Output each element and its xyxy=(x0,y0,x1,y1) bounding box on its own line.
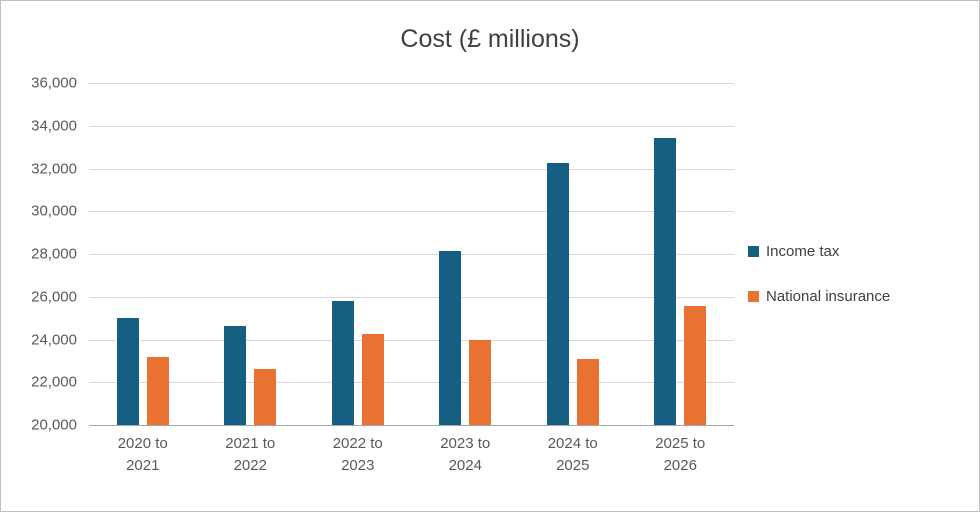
x-tick-label: 2020 to 2021 xyxy=(89,433,197,477)
legend-item-income-tax: Income tax xyxy=(748,243,979,260)
chart-title: Cost (£ millions) xyxy=(400,25,580,53)
x-axis: 2020 to 2021 2021 to 2022 2022 to 2023 2023… xyxy=(89,425,734,477)
legend-label: Income tax xyxy=(766,243,840,260)
legend-marker-icon xyxy=(748,291,759,302)
bar-income-tax xyxy=(224,325,247,425)
y-tick-label: 28,000 xyxy=(31,245,77,263)
gridline xyxy=(89,83,734,84)
x-tick-label: 2023 to 2024 xyxy=(412,433,520,477)
gridline xyxy=(89,125,734,127)
bar-group xyxy=(412,83,520,425)
y-tick-label: 20,000 xyxy=(31,416,77,434)
bar-income-tax xyxy=(116,318,139,425)
bar-group xyxy=(89,83,197,425)
bar-national-insurance xyxy=(684,306,707,425)
plot-column: 2020 to 2021 2021 to 2022 2022 to 2023 2023… xyxy=(89,83,734,477)
gridline xyxy=(89,211,734,213)
x-tick-label: 2021 to 2022 xyxy=(197,433,305,477)
bar-income-tax xyxy=(546,163,569,425)
bar-national-insurance xyxy=(254,369,277,425)
x-tick-label: 2025 to 2026 xyxy=(627,433,735,477)
x-tick-label-text: 2021 to 2022 xyxy=(225,435,276,474)
bar-group xyxy=(519,83,627,425)
chart-body: 36,000 34,000 32,000 30,000 28,000 26,000 24,0… xyxy=(1,75,979,477)
bar-income-tax xyxy=(654,137,677,425)
y-tick-label: 30,000 xyxy=(31,202,77,220)
y-tick-label: 22,000 xyxy=(31,373,77,391)
x-tick-label: 2022 to 2023 xyxy=(304,433,412,477)
legend: Income tax National insurance xyxy=(734,83,979,425)
gridline xyxy=(89,382,734,384)
bar-group xyxy=(627,83,735,425)
y-tick-label: 26,000 xyxy=(31,288,77,306)
x-tick-label: 2024 to 2025 xyxy=(519,433,627,477)
gridline xyxy=(89,254,734,255)
gridline xyxy=(89,296,734,298)
bars-layer xyxy=(89,83,734,425)
legend-marker-icon xyxy=(748,246,759,257)
bar-national-insurance xyxy=(361,334,384,425)
y-tick-label: 36,000 xyxy=(31,74,77,92)
bar-group xyxy=(304,83,412,425)
x-tick-label-text: 2023 to 2024 xyxy=(440,435,491,474)
gridline xyxy=(89,339,734,341)
plot-area xyxy=(89,83,734,426)
bar-income-tax xyxy=(439,250,462,425)
x-tick-label-text: 2022 to 2023 xyxy=(332,435,383,474)
y-tick-label: 34,000 xyxy=(31,117,77,135)
bar-national-insurance xyxy=(469,339,492,425)
y-axis: 36,000 34,000 32,000 30,000 28,000 26,000 24,0… xyxy=(1,75,89,434)
bar-national-insurance xyxy=(146,356,169,425)
x-axis-line xyxy=(89,425,734,426)
legend-item-national-insurance: National insurance xyxy=(748,288,979,305)
bar-group xyxy=(197,83,305,425)
y-tick-label: 24,000 xyxy=(31,331,77,348)
y-tick-label: 32,000 xyxy=(31,160,77,177)
bar-national-insurance xyxy=(576,358,599,425)
bar-income-tax xyxy=(331,301,354,425)
legend-label: National insurance xyxy=(766,288,891,305)
x-tick-label-text: 2025 to 2026 xyxy=(655,435,706,474)
gridline xyxy=(89,168,734,170)
x-tick-label-text: 2020 to 2021 xyxy=(117,435,168,474)
x-tick-label-text: 2024 to 2025 xyxy=(547,435,598,474)
